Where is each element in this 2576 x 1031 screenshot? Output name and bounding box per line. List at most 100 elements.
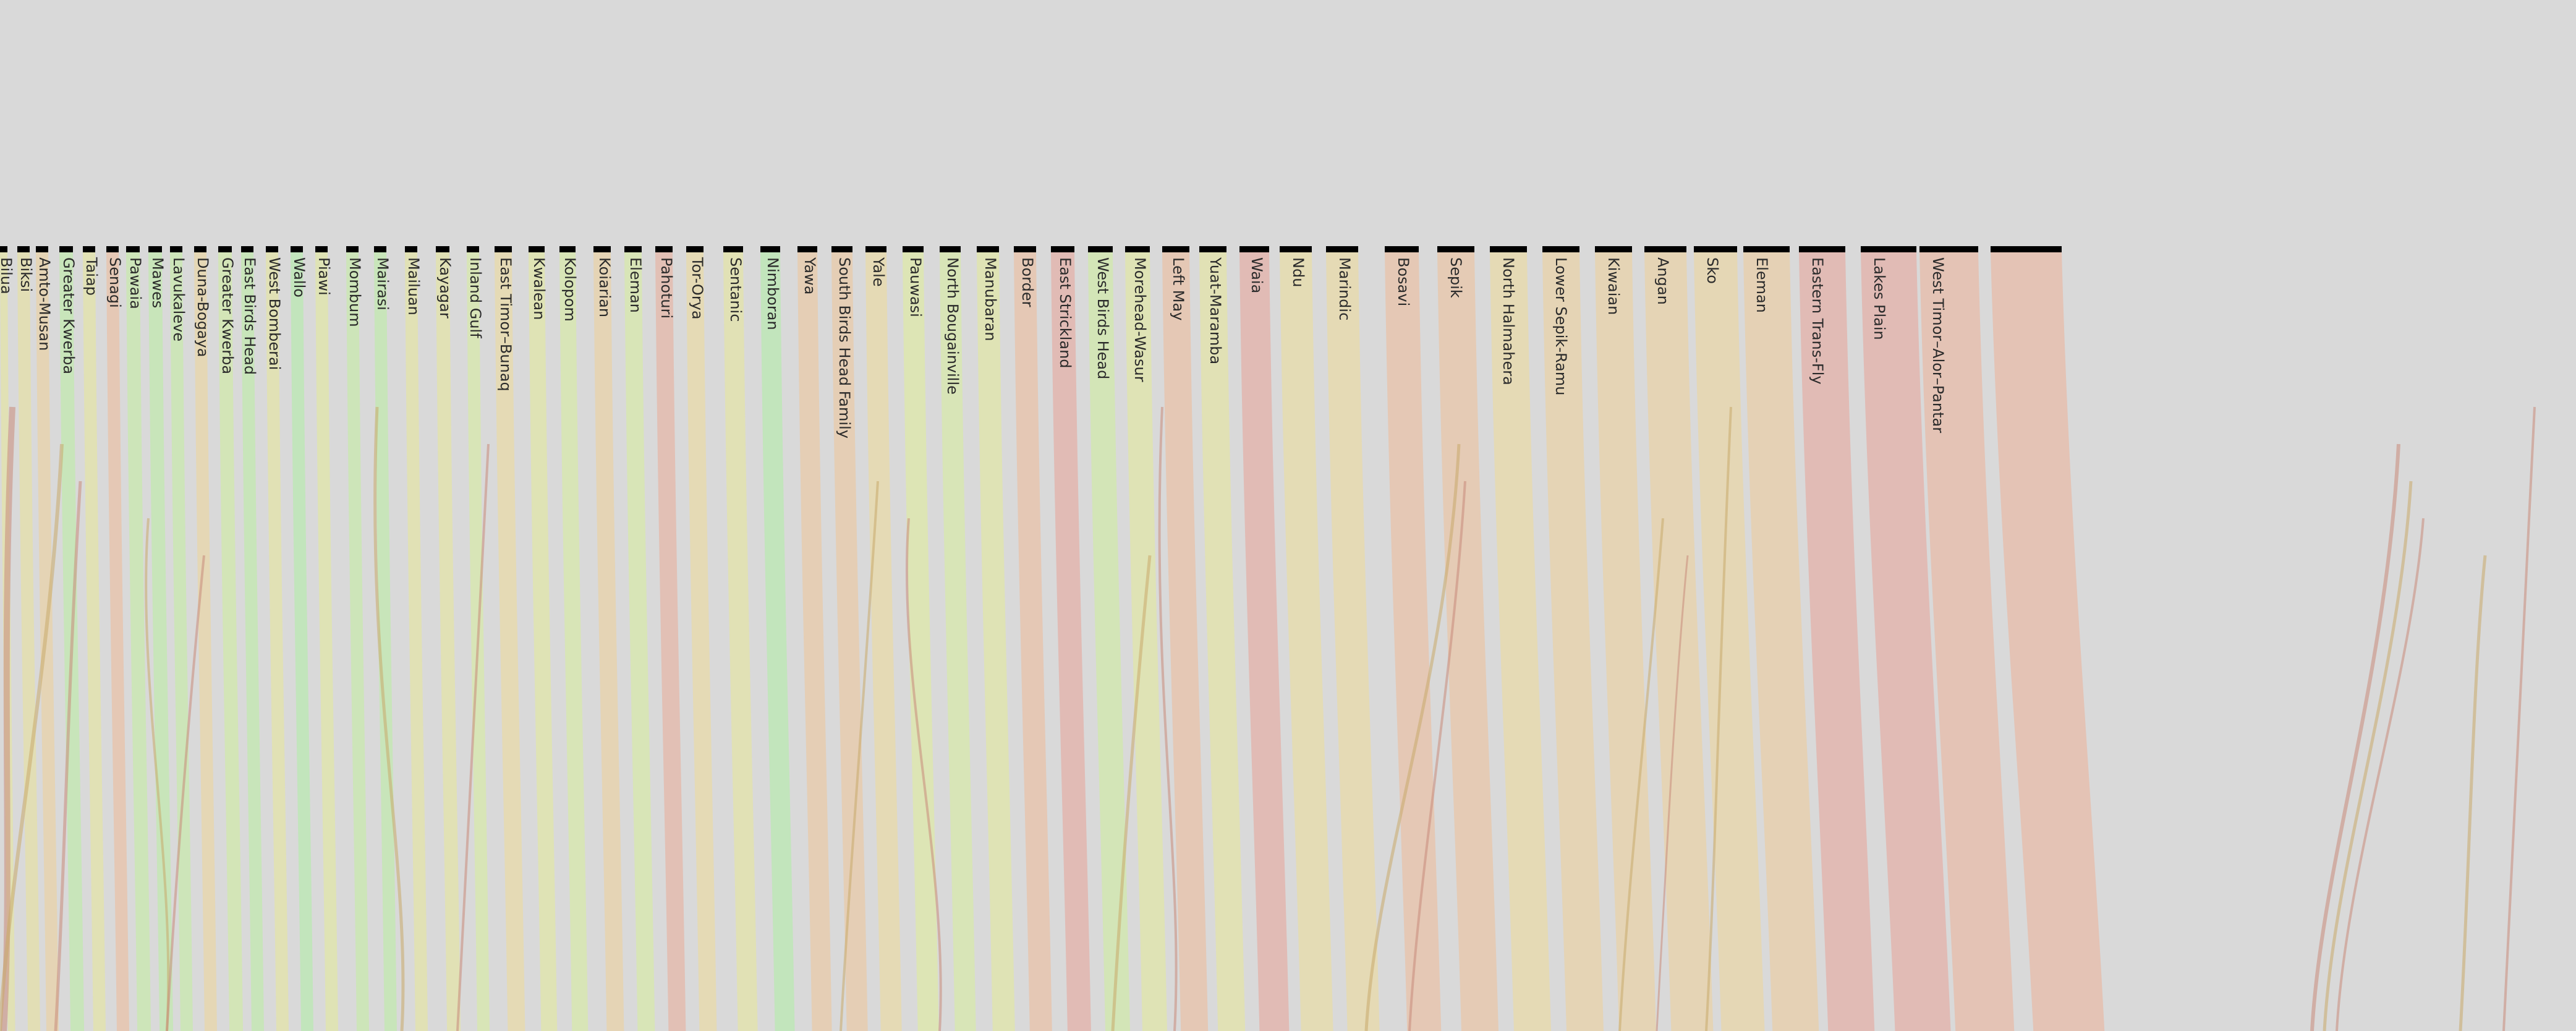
family-node-bar[interactable]	[831, 246, 852, 252]
family-node-bar[interactable]	[1280, 246, 1312, 252]
family-node-bar[interactable]	[1694, 246, 1737, 252]
flow-band	[374, 252, 397, 1031]
family-node-bar[interactable]	[940, 246, 961, 252]
flow-band	[903, 252, 939, 1031]
cross-link	[1656, 555, 1689, 1031]
family-label: Eastern Trans-Fly	[1809, 257, 1826, 385]
family-node-bar[interactable]	[194, 246, 206, 252]
family-node-bar[interactable]	[218, 246, 232, 252]
family-label: Waia	[1248, 257, 1265, 293]
family-node-bar[interactable]	[1125, 246, 1150, 252]
family-node-bar[interactable]	[655, 246, 673, 252]
cross-link	[1618, 518, 1664, 1031]
cross-link	[2310, 443, 2400, 1031]
family-node-bar[interactable]	[1743, 246, 1790, 252]
family-node-bar[interactable]	[797, 246, 817, 252]
cross-link	[840, 481, 879, 1031]
family-node-bar[interactable]	[1326, 246, 1358, 252]
family-node-bar[interactable]	[529, 246, 545, 252]
family-node-bar[interactable]	[170, 246, 182, 252]
family-label: Mailuan	[405, 257, 422, 315]
cross-link	[1111, 555, 1152, 1031]
family-node-bar[interactable]	[1162, 246, 1189, 252]
family-node-bar[interactable]	[126, 246, 140, 252]
family-node-bar[interactable]	[1799, 246, 1845, 252]
family-node-bar[interactable]	[346, 246, 359, 252]
family-node-bar[interactable]	[315, 246, 328, 252]
family-node-bar[interactable]	[1051, 246, 1074, 252]
flow-band	[529, 252, 558, 1031]
family-node-bar[interactable]	[241, 246, 253, 252]
family-label: South Birds Head Family	[836, 257, 853, 438]
family-label: North Bougainville	[944, 257, 961, 395]
family-node-bar[interactable]	[1595, 246, 1632, 252]
flow-band	[495, 252, 525, 1031]
family-node-bar[interactable]	[723, 246, 743, 252]
family-node-bar[interactable]	[977, 246, 999, 252]
family-node-bar[interactable]	[1437, 246, 1474, 252]
family-node-bar[interactable]	[593, 246, 611, 252]
cross-link	[373, 406, 405, 1031]
family-label: Manubaran	[982, 257, 999, 341]
family-node-bar[interactable]	[1644, 246, 1686, 252]
family-node-bar[interactable]	[1385, 246, 1419, 252]
family-node-bar[interactable]	[495, 246, 512, 252]
flow-band	[593, 252, 624, 1031]
family-node-bar[interactable]	[83, 246, 95, 252]
family-node-bar[interactable]	[686, 246, 704, 252]
flow-band	[686, 252, 717, 1031]
flow-band	[1743, 252, 1819, 1031]
flow-band	[346, 252, 369, 1031]
family-label: West Bomberai	[266, 257, 283, 370]
family-node-bar[interactable]	[148, 246, 162, 252]
family-node-bar[interactable]	[405, 246, 417, 252]
family-node-bar[interactable]	[436, 246, 449, 252]
family-label: Taiap	[83, 257, 100, 296]
family-node-bar[interactable]	[1199, 246, 1226, 252]
flow-band	[1490, 252, 1551, 1031]
cross-link	[1364, 443, 1461, 1031]
family-node-bar[interactable]	[59, 246, 73, 252]
family-node-bar[interactable]	[1088, 246, 1113, 252]
family-node-bar[interactable]	[36, 246, 48, 252]
family-label: Duna-Bogaya	[194, 257, 211, 357]
family-label: Lower Sepik-Ramu	[1552, 257, 1570, 395]
family-node-bar[interactable]	[624, 246, 642, 252]
family-node-bar[interactable]	[1861, 246, 1916, 252]
family-node-bar[interactable]	[467, 246, 479, 252]
flow-band	[1694, 252, 1765, 1031]
family-label: Left May	[1170, 257, 1187, 320]
family-node-bar[interactable]	[1490, 246, 1527, 252]
family-node-bar[interactable]	[106, 246, 119, 252]
family-label: Biksi	[17, 257, 35, 292]
family-node-bar[interactable]	[17, 246, 30, 252]
cross-link	[1705, 406, 1732, 1031]
family-label: Greater Kwerba	[60, 257, 77, 374]
family-node-bar[interactable]	[559, 246, 576, 252]
family-node-bar[interactable]	[1919, 246, 1978, 252]
family-label: Sko	[1704, 257, 1721, 284]
family-label: West Birds Head	[1094, 257, 1112, 379]
cross-link	[2323, 481, 2413, 1031]
flow-band	[977, 252, 1015, 1031]
family-label: East Strickland	[1056, 257, 1074, 369]
family-node-bar[interactable]	[1239, 246, 1269, 252]
cross-link	[456, 443, 490, 1031]
family-node-bar[interactable]	[291, 246, 303, 252]
family-node-bar[interactable]	[865, 246, 886, 252]
flow-band	[760, 252, 795, 1031]
family-label: East Timor–Bunaq	[497, 257, 514, 391]
family-node-bar[interactable]	[266, 246, 278, 252]
family-node-bar[interactable]	[374, 246, 386, 252]
family-node-bar[interactable]	[760, 246, 780, 252]
family-node-bar[interactable]	[1991, 246, 2062, 252]
family-label: Ndu	[1290, 257, 1307, 287]
family-node-bar[interactable]	[1014, 246, 1036, 252]
family-label: East Birds Head	[241, 257, 258, 375]
family-node-bar[interactable]	[1542, 246, 1579, 252]
flow-band	[83, 252, 106, 1031]
family-label: Sepik	[1447, 257, 1464, 298]
family-node-bar[interactable]	[0, 246, 7, 252]
flow-band	[241, 252, 264, 1031]
family-node-bar[interactable]	[903, 246, 924, 252]
